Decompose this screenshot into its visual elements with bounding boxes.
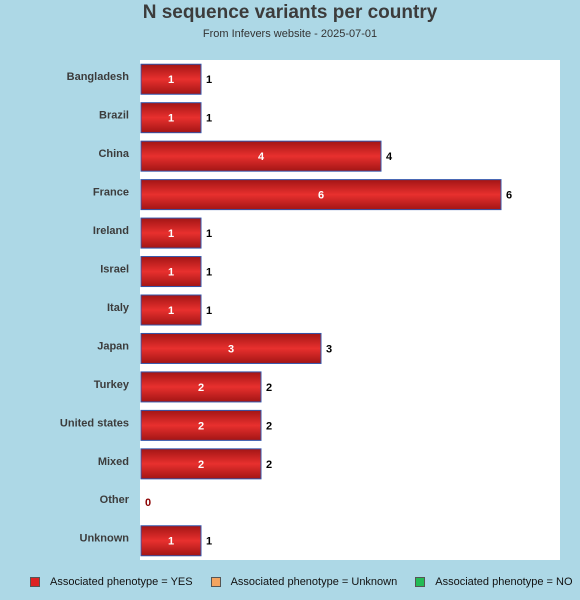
category-label: United states — [60, 417, 129, 429]
total-label: 1 — [206, 305, 212, 317]
total-label: 1 — [206, 266, 212, 278]
total-label: 2 — [266, 382, 272, 394]
total-label: 0 — [145, 497, 151, 509]
legend-label: Associated phenotype = YES — [50, 576, 193, 588]
category-label: Japan — [97, 340, 129, 352]
category-label: Italy — [107, 302, 130, 314]
chart-title: N sequence variants per country — [142, 2, 438, 23]
bar-value-label: 1 — [168, 266, 174, 278]
legend-swatch — [415, 577, 426, 587]
legend-swatch — [30, 577, 40, 587]
bar — [140, 140, 382, 172]
bar-value-label: 3 — [228, 343, 234, 355]
bar — [140, 294, 202, 326]
bar-value-label: 2 — [198, 382, 204, 394]
bar — [140, 409, 262, 441]
bar — [140, 525, 202, 557]
total-label: 4 — [386, 151, 393, 163]
legend-item: Associated phenotype = NO — [415, 576, 573, 588]
total-label: 6 — [506, 190, 512, 202]
total-label: 3 — [326, 343, 332, 355]
chart-subtitle: From Infevers website - 2025-07-01 — [202, 28, 378, 40]
bar-value-label: 2 — [198, 420, 204, 432]
legend-swatch — [210, 577, 221, 587]
bar-value-label: 1 — [168, 536, 174, 548]
category-label: France — [93, 187, 129, 199]
total-label: 1 — [206, 228, 212, 240]
bar — [140, 63, 202, 95]
legend: Associated phenotype = YES Associated phe… — [30, 576, 575, 588]
category-label: Turkey — [94, 379, 130, 391]
legend-label: Associated phenotype = NO — [435, 576, 573, 588]
category-label: Ireland — [93, 225, 129, 237]
total-label: 2 — [266, 420, 272, 432]
category-label: China — [98, 148, 129, 160]
bar — [140, 102, 202, 134]
total-label: 2 — [266, 459, 272, 471]
bar-value-label: 4 — [258, 151, 265, 163]
legend-item: Associated phenotype = YES — [30, 576, 193, 588]
category-label: Unknown — [80, 533, 130, 545]
total-label: 1 — [206, 536, 212, 548]
bar — [140, 256, 202, 288]
bar-value-label: 1 — [168, 305, 174, 317]
bar-value-label: 1 — [168, 74, 174, 86]
legend-item: Associated phenotype = Unknown — [210, 576, 398, 588]
category-label: Israel — [100, 263, 129, 275]
bar — [140, 179, 502, 211]
bar — [140, 332, 322, 364]
total-label: 1 — [206, 113, 212, 125]
legend-label: Associated phenotype = Unknown — [230, 576, 398, 588]
bar-value-label: 1 — [168, 228, 174, 240]
plot-area — [140, 60, 560, 560]
bar-value-label: 2 — [198, 459, 204, 471]
bar-value-label: 1 — [168, 113, 174, 125]
category-label: Other — [100, 494, 130, 506]
bar — [140, 217, 202, 249]
category-label: Mixed — [98, 456, 129, 468]
total-label: 1 — [206, 74, 212, 86]
bar — [140, 448, 262, 480]
category-label: Bangladesh — [67, 71, 130, 83]
category-label: Brazil — [99, 110, 129, 122]
bar-value-label: 6 — [318, 190, 324, 202]
bar — [140, 371, 262, 403]
